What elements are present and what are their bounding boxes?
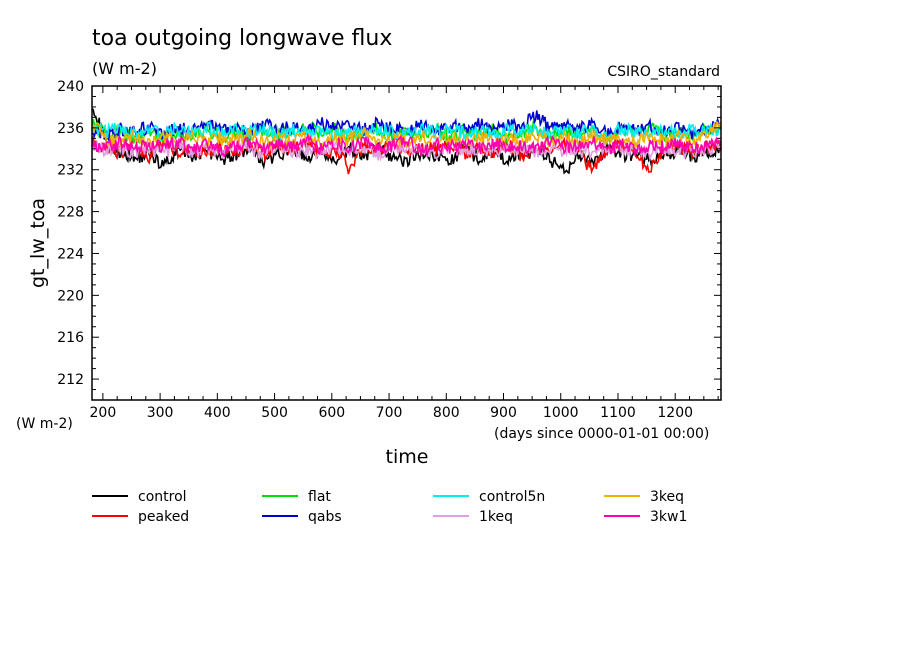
- x-axis-label: time: [386, 446, 429, 468]
- legend-label-control5n: control5n: [479, 489, 545, 505]
- x-tick-label: 600: [318, 405, 345, 421]
- x-tick-label: 1000: [543, 405, 579, 421]
- y-tick-label: 228: [57, 205, 84, 221]
- legend-label-control: control: [138, 489, 187, 505]
- legend-label-1keq: 1keq: [479, 509, 513, 525]
- y-tick-label: 236: [57, 121, 84, 137]
- series-line-peaked: [91, 134, 722, 175]
- x-tick-label: 700: [376, 405, 403, 421]
- legend-label-flat: flat: [308, 489, 331, 505]
- legend: control peaked flat qabs control5n 1keq 3keq 3k…: [92, 489, 687, 525]
- y-tick-label: 224: [57, 246, 84, 262]
- x-tick-label: 200: [90, 405, 117, 421]
- x-tick-label: 1200: [657, 405, 693, 421]
- series-layer: [91, 107, 722, 175]
- legend-label-peaked: peaked: [138, 509, 189, 525]
- legend-label-qabs: qabs: [308, 509, 342, 525]
- x-tick-label: 800: [433, 405, 460, 421]
- legend-label-3keq: 3keq: [650, 489, 684, 505]
- y-axis: 212 216 220 224 228 232 236 240: [57, 79, 721, 391]
- chart-units: (W m-2): [92, 59, 157, 78]
- x-tick-label: 1100: [600, 405, 636, 421]
- y-tick-label: 212: [57, 372, 84, 388]
- chart-title: toa outgoing longwave flux: [92, 26, 392, 51]
- y-axis-units: (W m-2): [16, 416, 73, 432]
- x-tick-label: 900: [490, 405, 517, 421]
- series-line-control5n: [91, 120, 722, 143]
- x-tick-label: 400: [204, 405, 231, 421]
- y-tick-label: 220: [57, 288, 84, 304]
- y-tick-label: 216: [57, 330, 84, 346]
- x-tick-label: 500: [261, 405, 288, 421]
- dataset-label: CSIRO_standard: [607, 64, 720, 80]
- y-tick-label: 240: [57, 79, 84, 95]
- legend-label-3kw1: 3kw1: [650, 509, 687, 525]
- series-line-3kw1: [91, 132, 722, 158]
- x-tick-label: 300: [147, 405, 174, 421]
- y-axis-label: gt_lw_toa: [27, 198, 49, 288]
- x-axis-units: (days since 0000-01-01 00:00): [494, 426, 709, 442]
- y-tick-label: 232: [57, 163, 84, 179]
- x-axis: 200 300 400 500 600 700 800 900 1000 1100 1200: [90, 86, 719, 421]
